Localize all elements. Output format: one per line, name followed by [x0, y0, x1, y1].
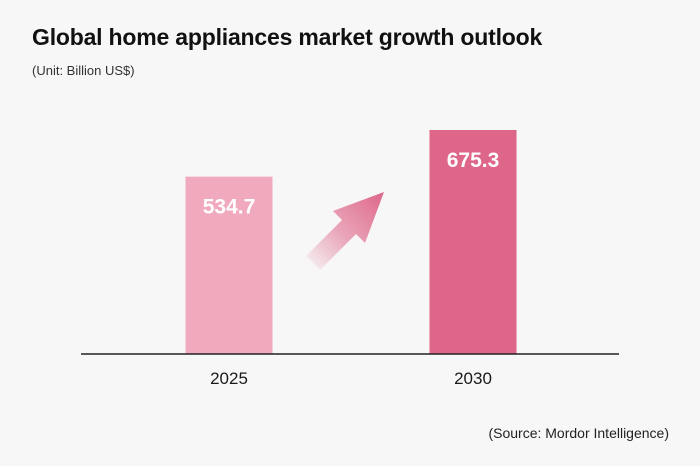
- x-tick-label-2030: 2030: [454, 369, 492, 388]
- chart-unit-subtitle: (Unit: Billion US$): [32, 63, 135, 78]
- bar-value-label-2030: 675.3: [447, 149, 500, 172]
- growth-arrow-icon: [306, 192, 384, 270]
- source-note: (Source: Mordor Intelligence): [488, 425, 669, 441]
- x-tick-label-2025: 2025: [210, 369, 248, 388]
- bar-2030: [429, 130, 517, 354]
- bar-value-label-2025: 534.7: [203, 196, 256, 219]
- chart-title: Global home appliances market growth out…: [32, 24, 543, 50]
- bar-2025: [185, 176, 273, 354]
